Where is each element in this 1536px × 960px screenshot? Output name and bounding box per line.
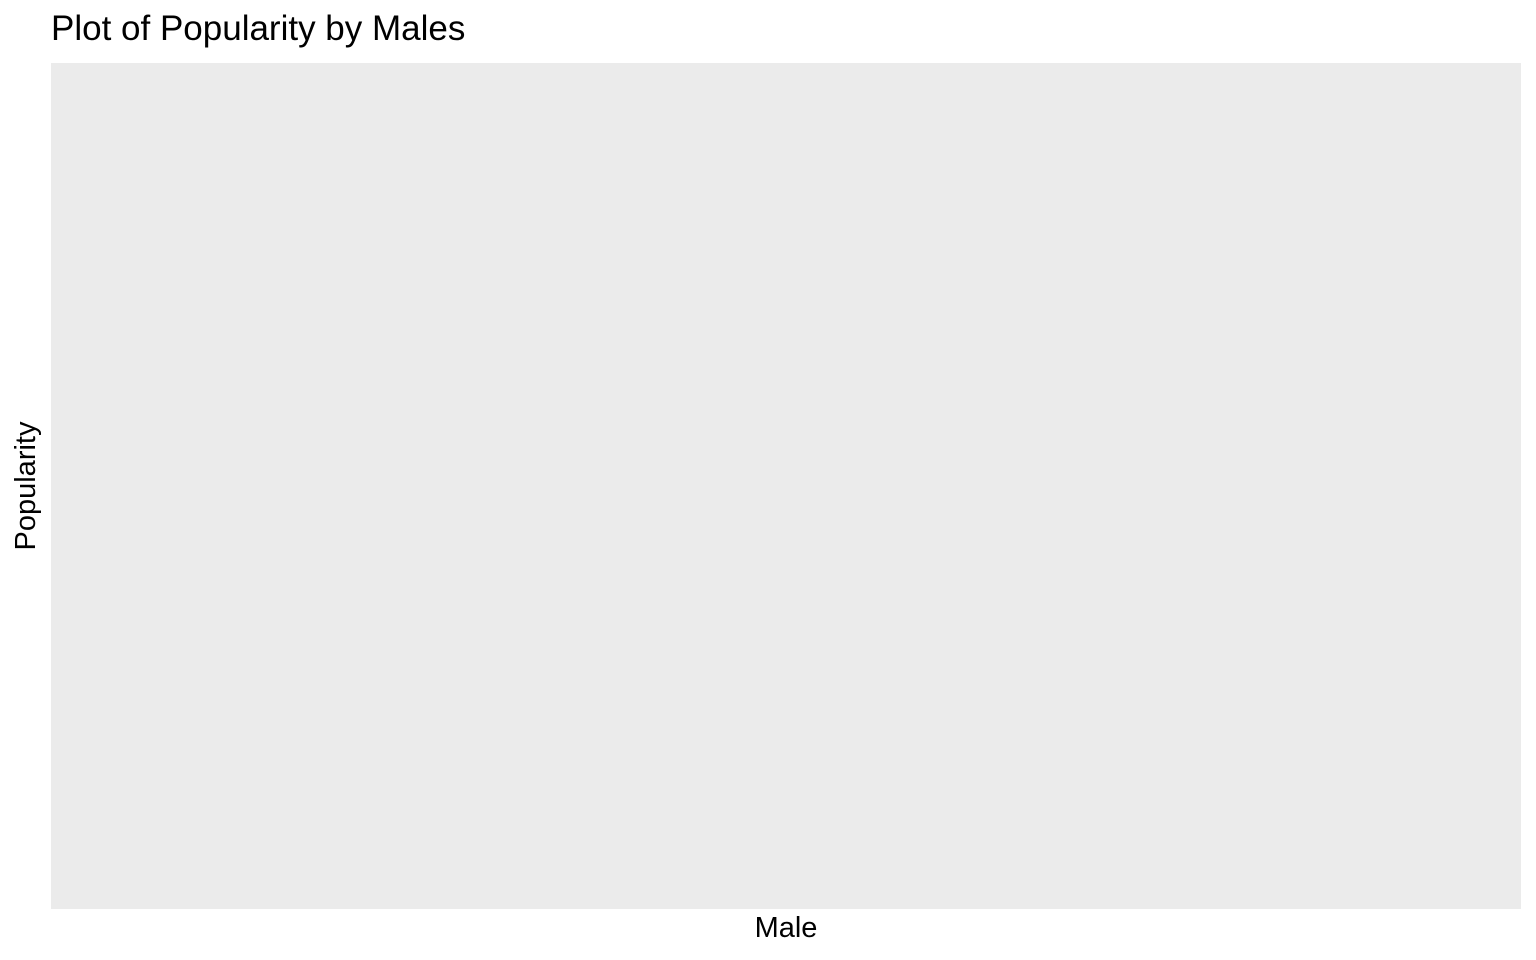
chart-title: Plot of Popularity by Males [51,9,466,48]
x-axis-label: Male [754,912,818,944]
y-axis-label: Popularity [10,421,42,551]
plot-area [51,63,1521,909]
plot-panel [51,63,1521,909]
